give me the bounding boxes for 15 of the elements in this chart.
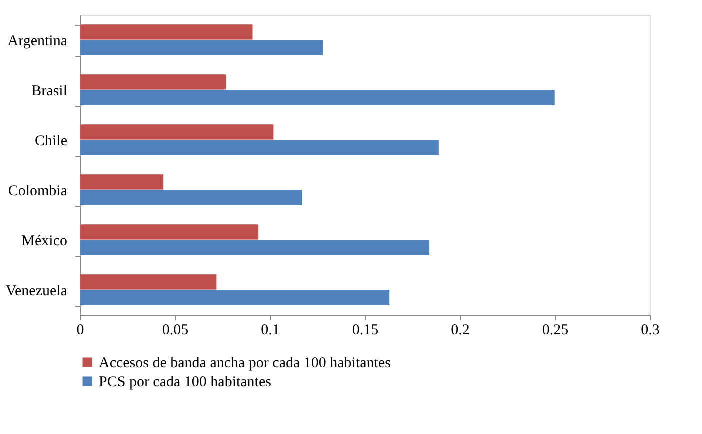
- legend-label: Accesos de banda ancha por cada 100 habitantes: [99, 356, 392, 372]
- x-tick-label: 0: [76, 322, 84, 338]
- x-tick-label: 0.1: [261, 322, 280, 338]
- y-tick-label: Venezuela: [6, 284, 68, 300]
- x-tick-label: 0.25: [542, 322, 569, 338]
- x-tick-label: 0.15: [352, 322, 379, 338]
- x-tick-label: 0.05: [162, 322, 189, 338]
- x-tick-label: 0.3: [641, 322, 660, 338]
- legend-label: PCS por cada 100 habitantes: [99, 374, 272, 390]
- y-tick-label: México: [22, 234, 68, 250]
- y-tick-label: Argentina: [8, 34, 68, 50]
- y-tick-label: Brasil: [32, 84, 68, 100]
- y-tick-label: Chile: [35, 134, 68, 150]
- y-tick-label: Colombia: [8, 184, 68, 200]
- x-tick-label: 0.2: [451, 322, 470, 338]
